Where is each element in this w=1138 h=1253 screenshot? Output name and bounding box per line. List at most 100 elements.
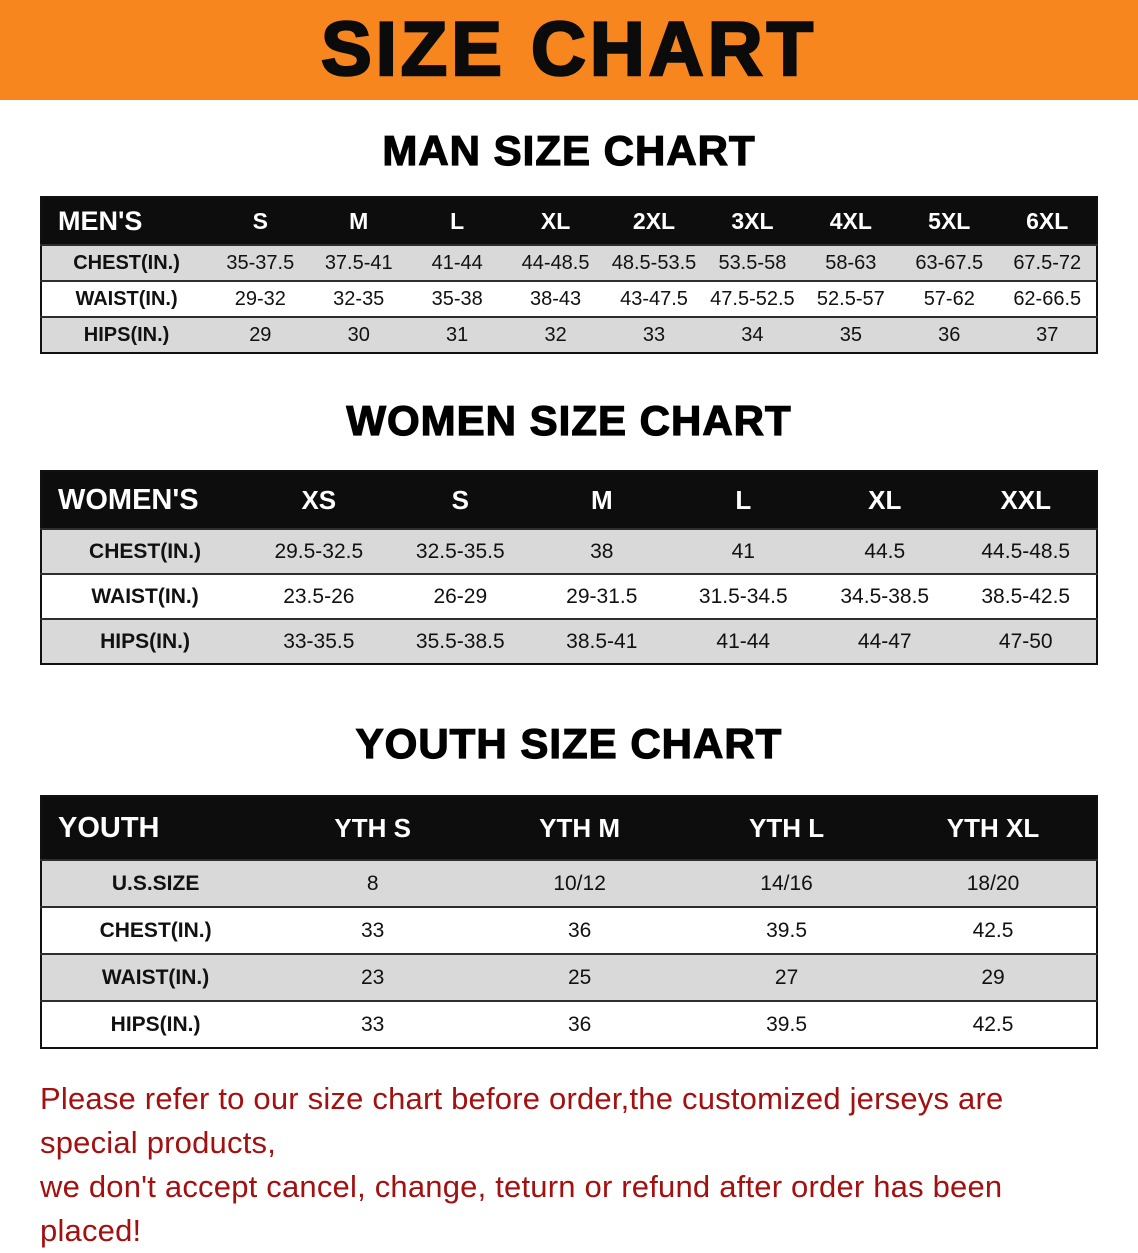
table-row: WAIST(IN.) 23.5-26 26-29 29-31.5 31.5-34.5 34… — [41, 573, 1097, 619]
size-value: 23.5-26 — [248, 573, 390, 619]
women-size-table: WOMEN'S XS S M L XL XXL CHEST(IN.) 29.5-32.5 32.5… — [40, 470, 1098, 665]
size-value: 35.5-38.5 — [389, 618, 532, 664]
measurement-label: CHEST(IN.) — [41, 906, 270, 954]
size-column-header: XS — [248, 471, 390, 529]
size-value: 36 — [476, 1000, 684, 1048]
size-value: 38 — [531, 528, 673, 574]
size-value: 43-47.5 — [604, 280, 704, 317]
size-value: 35-38 — [407, 280, 507, 317]
size-column-header: S — [389, 471, 532, 529]
size-value: 34 — [703, 316, 802, 353]
size-value: 37.5-41 — [309, 244, 408, 281]
size-value: 10/12 — [476, 859, 684, 907]
size-value: 23 — [269, 953, 477, 1001]
disclaimer-line-2: we don't accept cancel, change, teturn o… — [40, 1169, 1003, 1248]
size-column-header: XL — [814, 471, 956, 529]
size-column-header: L — [407, 197, 507, 245]
size-value: 31 — [407, 316, 507, 353]
size-column-header: XXL — [955, 471, 1097, 529]
size-value: 53.5-58 — [703, 244, 802, 281]
size-value: 58-63 — [801, 244, 901, 281]
size-value: 36 — [476, 906, 684, 954]
size-value: 48.5-53.5 — [604, 244, 704, 281]
table-title-cell: WOMEN'S — [41, 471, 249, 529]
size-value: 39.5 — [683, 1000, 891, 1048]
size-value: 32 — [506, 316, 605, 353]
measurement-label: HIPS(IN.) — [41, 618, 249, 664]
size-value: 67.5-72 — [998, 244, 1097, 281]
size-column-header: 4XL — [801, 197, 901, 245]
size-value: 38-43 — [506, 280, 605, 317]
size-value: 27 — [683, 953, 891, 1001]
size-value: 62-66.5 — [998, 280, 1097, 317]
size-value: 29.5-32.5 — [248, 528, 390, 574]
size-value: 31.5-34.5 — [672, 573, 815, 619]
men-section-heading: MAN SIZE CHART — [382, 127, 756, 174]
size-value: 36 — [900, 316, 999, 353]
size-column-header: YTH XL — [890, 796, 1097, 860]
page-title: SIZE CHART — [320, 7, 817, 92]
table-row: CHEST(IN.) 33 36 39.5 42.5 — [41, 906, 1097, 954]
measurement-label: HIPS(IN.) — [41, 316, 212, 353]
size-value: 8 — [269, 859, 477, 907]
measurement-label: HIPS(IN.) — [41, 1000, 270, 1048]
size-value: 35 — [801, 316, 901, 353]
table-row: CHEST(IN.) 35-37.5 37.5-41 41-44 44-48.5 48.5… — [41, 244, 1097, 281]
size-value: 32-35 — [309, 280, 408, 317]
size-value: 29 — [890, 953, 1097, 1001]
size-column-header: XL — [506, 197, 605, 245]
size-value: 41 — [672, 528, 815, 574]
size-value: 44.5-48.5 — [955, 528, 1097, 574]
size-value: 33 — [269, 906, 477, 954]
table-header-row: YOUTH YTH S YTH M YTH L YTH XL — [41, 796, 1097, 860]
table-header-row: WOMEN'S XS S M L XL XXL — [41, 471, 1097, 529]
size-value: 57-62 — [900, 280, 999, 317]
size-value: 38.5-41 — [531, 618, 673, 664]
size-value: 14/16 — [683, 859, 891, 907]
table-row: WAIST(IN.) 23 25 27 29 — [41, 953, 1097, 1001]
size-column-header: 6XL — [998, 197, 1097, 245]
size-value: 41-44 — [407, 244, 507, 281]
size-value: 18/20 — [890, 859, 1097, 907]
size-value: 47.5-52.5 — [703, 280, 802, 317]
size-value: 34.5-38.5 — [814, 573, 956, 619]
size-column-header: L — [672, 471, 815, 529]
size-column-header: YTH M — [476, 796, 684, 860]
size-value: 44-47 — [814, 618, 956, 664]
size-value: 37 — [998, 316, 1097, 353]
measurement-label: WAIST(IN.) — [41, 573, 249, 619]
measurement-label: U.S.SIZE — [41, 859, 270, 907]
size-column-header: YTH L — [683, 796, 891, 860]
size-column-header: S — [211, 197, 310, 245]
size-value: 52.5-57 — [801, 280, 901, 317]
size-value: 26-29 — [389, 573, 532, 619]
measurement-label: WAIST(IN.) — [41, 953, 270, 1001]
size-column-header: YTH S — [269, 796, 477, 860]
size-value: 41-44 — [672, 618, 815, 664]
women-section-heading: WOMEN SIZE CHART — [346, 397, 792, 444]
table-title-cell: MEN'S — [41, 197, 212, 245]
table-row: WAIST(IN.) 29-32 32-35 35-38 38-43 43-47.5 47.… — [41, 280, 1097, 317]
disclaimer-text: Please refer to our size chart before or… — [40, 1077, 1100, 1253]
size-value: 25 — [476, 953, 684, 1001]
table-title-cell: YOUTH — [41, 796, 270, 860]
table-row: U.S.SIZE 8 10/12 14/16 18/20 — [41, 859, 1097, 907]
size-value: 63-67.5 — [900, 244, 999, 281]
size-value: 39.5 — [683, 906, 891, 954]
size-column-header: M — [531, 471, 673, 529]
disclaimer-line-1: Please refer to our size chart before or… — [40, 1081, 1004, 1160]
size-value: 47-50 — [955, 618, 1097, 664]
size-value: 29-32 — [211, 280, 310, 317]
size-value: 30 — [309, 316, 408, 353]
size-value: 29-31.5 — [531, 573, 673, 619]
size-value: 33-35.5 — [248, 618, 390, 664]
youth-size-table: YOUTH YTH S YTH M YTH L YTH XL U.S.SIZE 8 10/12… — [40, 795, 1098, 1049]
youth-section-heading: YOUTH SIZE CHART — [355, 720, 783, 767]
size-value: 42.5 — [890, 1000, 1097, 1048]
measurement-label: CHEST(IN.) — [41, 528, 249, 574]
size-value: 38.5-42.5 — [955, 573, 1097, 619]
size-value: 35-37.5 — [211, 244, 310, 281]
size-column-header: M — [309, 197, 408, 245]
size-value: 44-48.5 — [506, 244, 605, 281]
size-value: 44.5 — [814, 528, 956, 574]
